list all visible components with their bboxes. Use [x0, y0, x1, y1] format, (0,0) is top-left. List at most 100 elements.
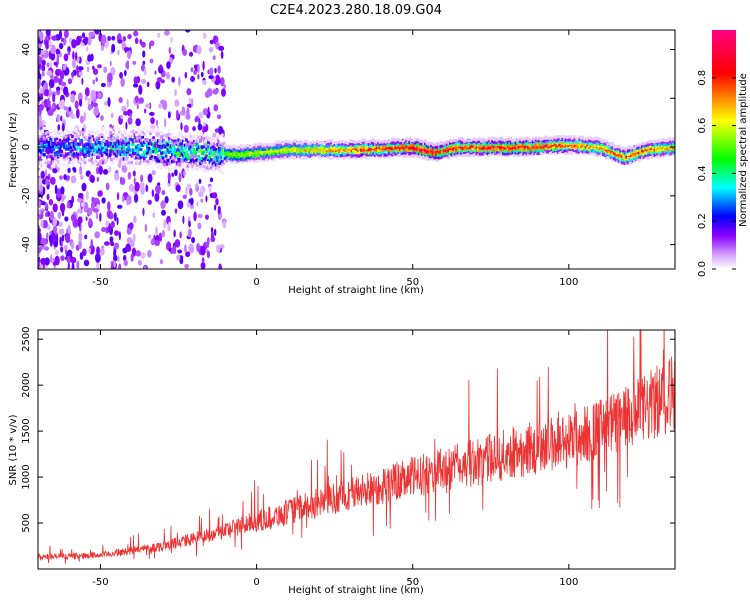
heatmap-cell [85, 146, 88, 150]
heatmap-cell [38, 209, 41, 215]
heatmap-cell [80, 141, 84, 145]
heatmap-cell [342, 156, 346, 160]
heatmap-cell [665, 143, 669, 147]
heatmap-cell [419, 151, 422, 155]
heatmap-cell [195, 184, 200, 193]
heatmap-cell [169, 144, 173, 148]
heatmap-cell [160, 99, 166, 105]
heatmap-cell [575, 146, 579, 150]
heatmap-cell [603, 153, 607, 157]
heatmap-cell [197, 145, 201, 149]
heatmap-cell [117, 49, 120, 56]
heatmap-cell [135, 156, 138, 160]
heatmap-cell [573, 146, 577, 150]
heatmap-cell [224, 156, 227, 161]
heatmap-cell [375, 146, 379, 150]
heatmap-cell [144, 163, 148, 167]
heatmap-cell [199, 145, 202, 149]
heatmap-cell [317, 152, 321, 156]
heatmap-cell [431, 147, 435, 152]
heatmap-cell [620, 158, 624, 162]
heatmap-cell [119, 72, 124, 79]
heatmap-cell [408, 137, 411, 141]
x-tick-label: 50 [406, 277, 419, 288]
heatmap-cell [52, 203, 58, 213]
heatmap-cell [650, 139, 653, 143]
heatmap-cell [464, 142, 468, 146]
heatmap-cell [55, 150, 59, 155]
heatmap-cell [71, 138, 74, 143]
heatmap-cell [473, 151, 477, 155]
heatmap-cell [583, 151, 586, 155]
heatmap-cell [253, 153, 257, 157]
heatmap-cell [239, 146, 243, 151]
heatmap-cell [44, 145, 48, 149]
heatmap-cell [98, 165, 103, 175]
heatmap-cell [584, 136, 588, 141]
heatmap-cell [105, 152, 109, 156]
heatmap-cell [174, 151, 177, 155]
heatmap-cell [427, 144, 430, 149]
heatmap-cell [533, 148, 536, 152]
heatmap-cell [665, 147, 669, 151]
heatmap-cell [176, 254, 181, 261]
heatmap-cell [477, 137, 480, 141]
heatmap-cell [219, 155, 223, 159]
heatmap-cell [96, 155, 99, 160]
heatmap-cell [434, 147, 438, 152]
heatmap-cell [78, 239, 82, 250]
heatmap-cell [166, 136, 169, 140]
heatmap-cell [196, 167, 199, 171]
heatmap-cell [672, 142, 675, 146]
heatmap-cell [278, 142, 282, 146]
heatmap-cell [189, 159, 193, 163]
heatmap-cell [252, 159, 255, 163]
heatmap-cell [62, 64, 67, 71]
heatmap-cell [200, 161, 204, 165]
heatmap-cell [292, 152, 296, 156]
heatmap-cell [216, 135, 219, 139]
heatmap-cell [277, 140, 280, 144]
heatmap-cell [447, 156, 451, 160]
heatmap-cell [263, 147, 266, 151]
heatmap-cell [353, 150, 357, 155]
heatmap-cell [502, 143, 505, 147]
heatmap-cell [189, 197, 194, 206]
heatmap-cell [197, 135, 201, 140]
heatmap-cell [206, 136, 210, 140]
heatmap-cell [147, 141, 151, 146]
heatmap-cell [196, 163, 199, 167]
heatmap-cell [107, 141, 110, 145]
heatmap-cell [378, 140, 382, 144]
heatmap-cell [631, 153, 635, 157]
heatmap-cell [172, 149, 176, 154]
heatmap-cell [325, 147, 329, 151]
heatmap-cell [174, 141, 177, 145]
heatmap-cell [99, 141, 102, 145]
heatmap-cell [41, 155, 45, 159]
heatmap-cell [587, 150, 591, 154]
heatmap-cell [241, 154, 244, 158]
heatmap-cell [503, 146, 507, 150]
heatmap-cell [605, 140, 608, 144]
heatmap-cell [40, 257, 47, 266]
heatmap-cell [38, 140, 41, 144]
heatmap-cell [113, 141, 116, 146]
heatmap-cell [166, 138, 169, 142]
heatmap-cell [441, 155, 444, 159]
heatmap-cell [270, 147, 274, 151]
heatmap-cell [38, 43, 42, 48]
heatmap-cell [486, 148, 490, 152]
heatmap-cell [620, 147, 624, 151]
heatmap-cell [191, 142, 194, 146]
heatmap-cell [361, 154, 365, 158]
heatmap-cell [597, 148, 600, 152]
heatmap-cell [264, 150, 268, 154]
heatmap-cell [161, 132, 165, 136]
heatmap-cell [305, 155, 308, 160]
heatmap-cell [366, 146, 369, 150]
heatmap-cell [327, 144, 330, 149]
heatmap-cell [255, 158, 258, 162]
heatmap-cell [355, 150, 358, 154]
heatmap-cell [191, 168, 194, 172]
